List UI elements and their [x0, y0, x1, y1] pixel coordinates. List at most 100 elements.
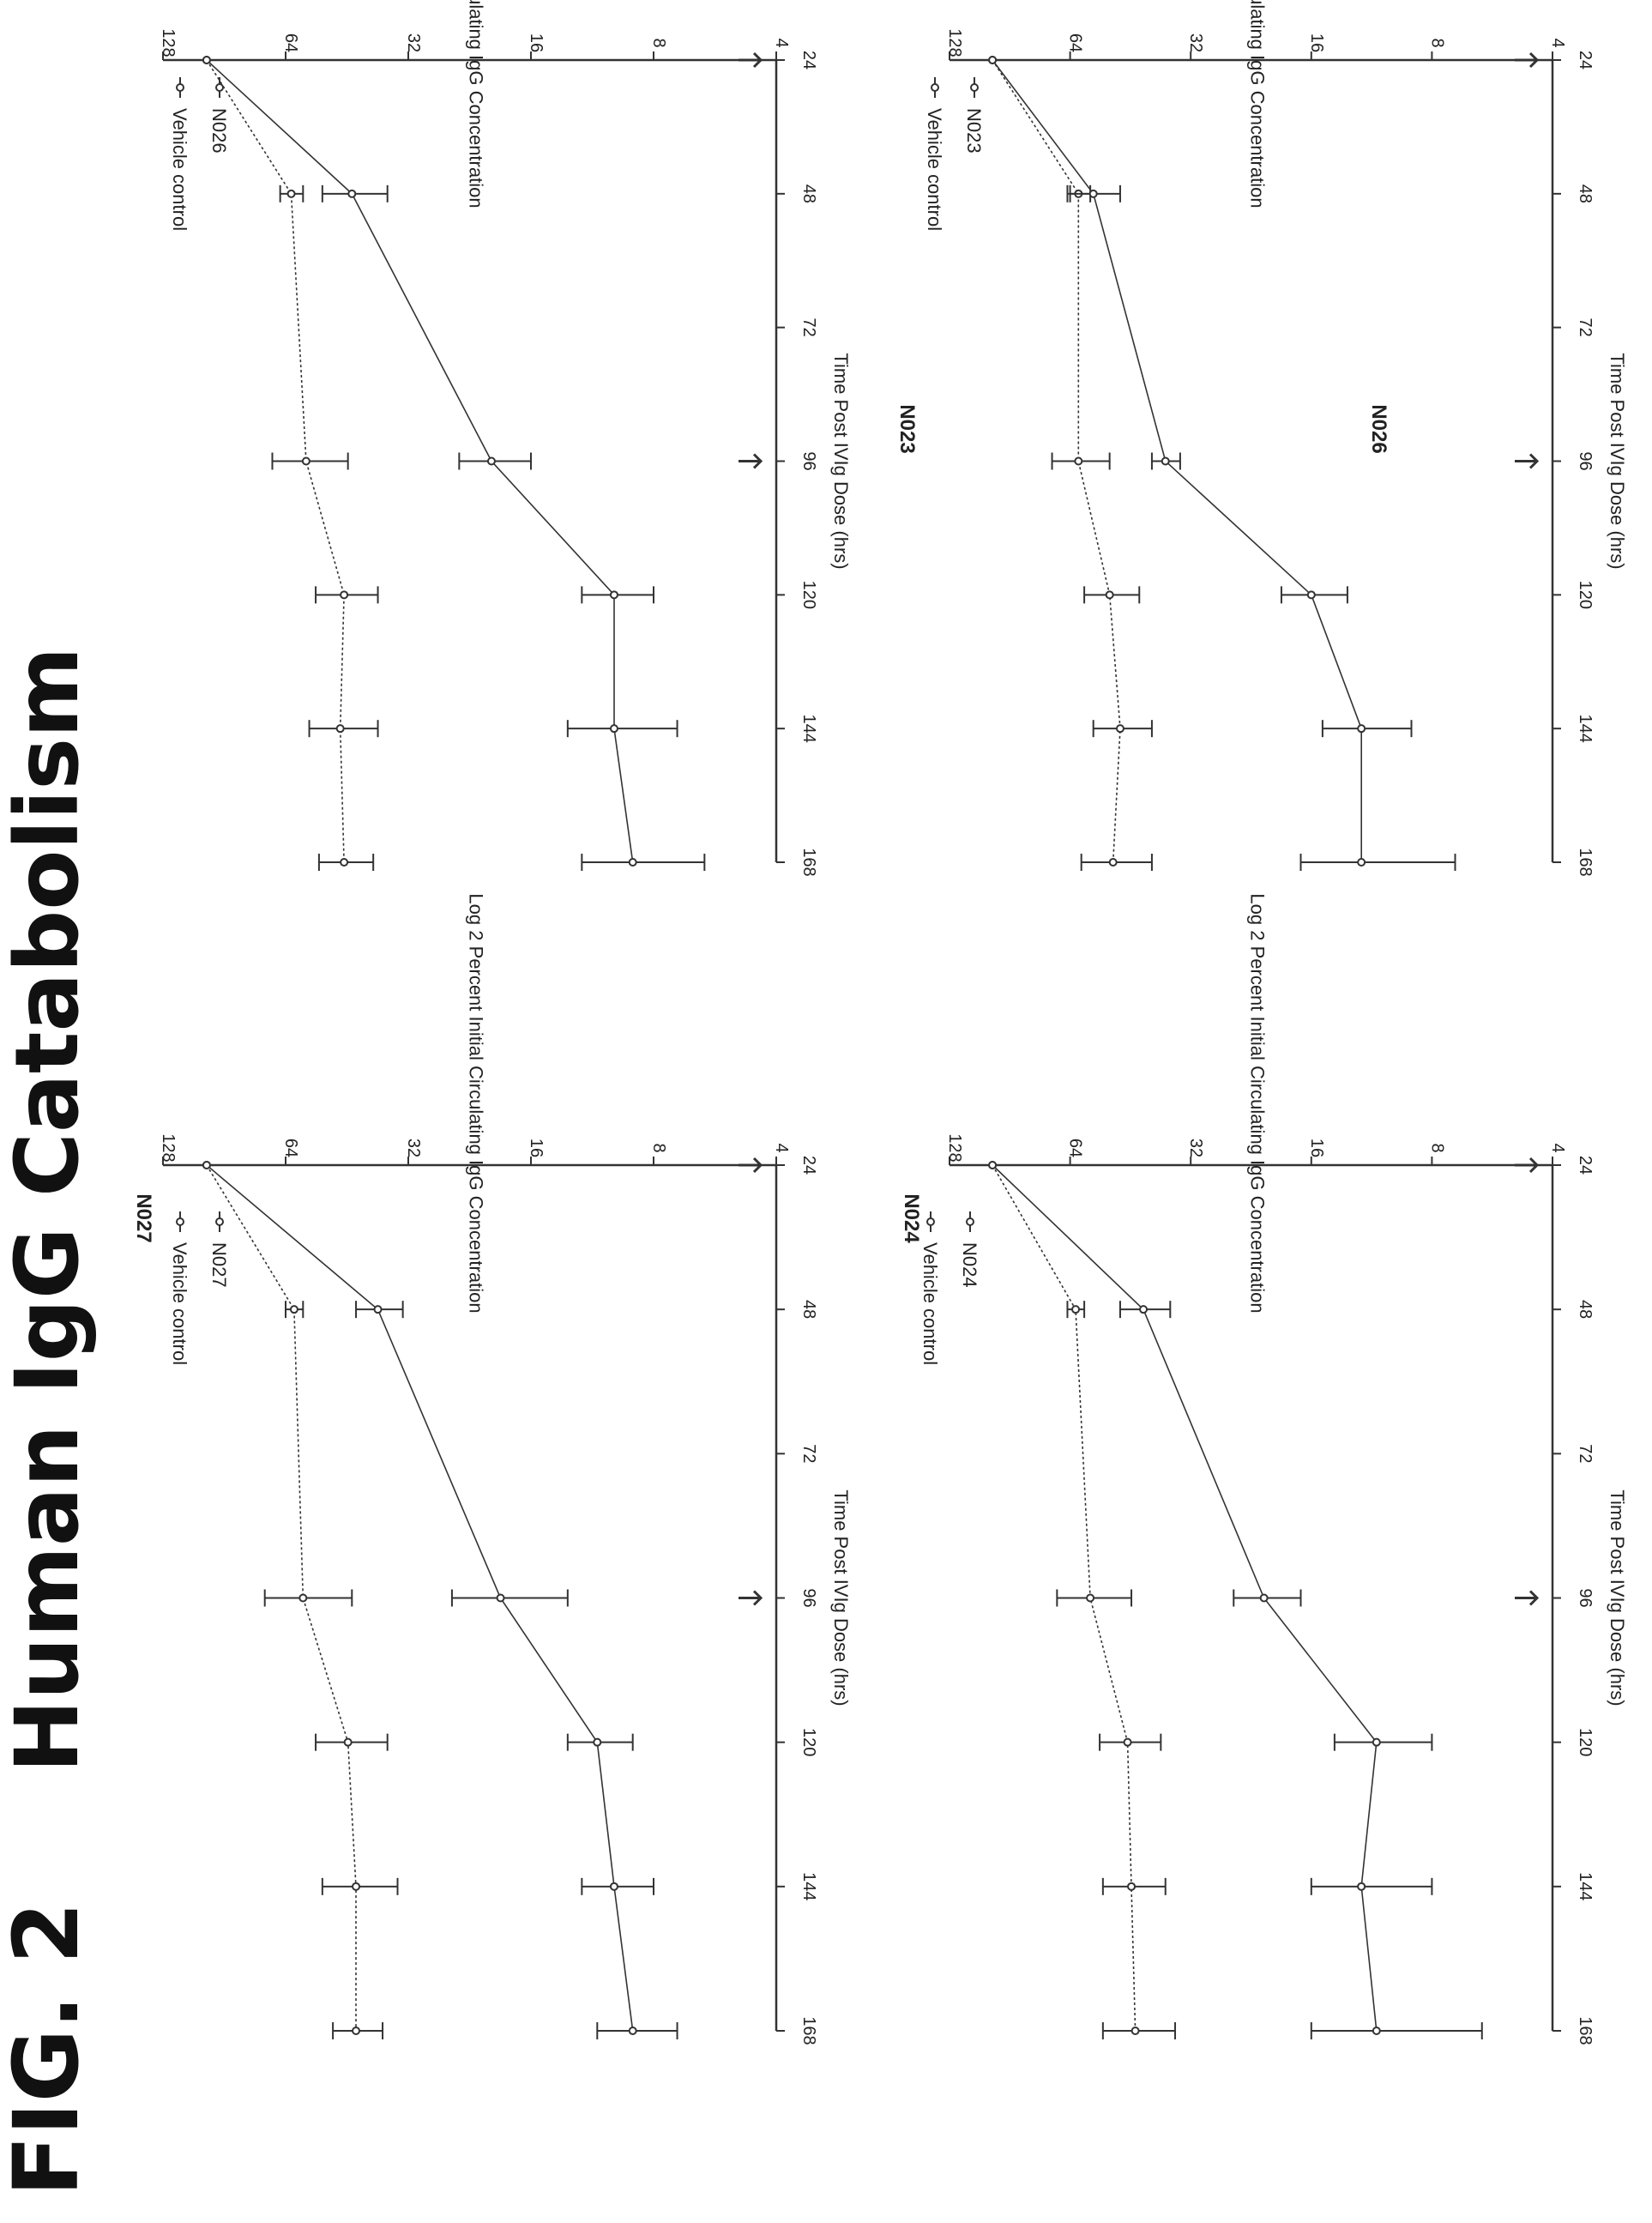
chart-title: N026	[1367, 404, 1390, 453]
dose-arrow	[739, 453, 763, 469]
x-tick-label: 24	[1576, 51, 1595, 69]
legend-entry: N026	[208, 108, 230, 154]
y-tick-label: 32	[404, 1139, 423, 1157]
chart-title: N024	[900, 1193, 923, 1243]
dose-arrow	[739, 1157, 763, 1174]
data-point	[628, 2027, 637, 2035]
data-point	[340, 590, 349, 600]
data-point	[373, 1305, 383, 1314]
data-point	[1115, 724, 1124, 734]
y-tick-label: 32	[1186, 33, 1205, 52]
series-treatment	[202, 1161, 678, 2039]
y-tick-label: 8	[649, 38, 668, 47]
dose-arrow	[739, 51, 763, 69]
dose-arrow	[1515, 1157, 1540, 1174]
y-tick-label: 64	[281, 33, 300, 52]
legend-entry: N023	[963, 108, 985, 154]
x-tick-label: 72	[1576, 1444, 1595, 1463]
y-tick-label: 128	[159, 1133, 178, 1162]
chart-title: N023	[895, 404, 919, 453]
x-tick-label: 168	[799, 2016, 818, 2045]
data-point	[202, 1161, 211, 1169]
data-point	[496, 1593, 505, 1603]
data-point	[352, 2027, 361, 2035]
series-line	[206, 59, 634, 863]
x-tick-label: 48	[799, 1300, 818, 1319]
data-point	[1357, 858, 1366, 867]
dose-arrow	[739, 1590, 763, 1606]
legend-marker	[970, 83, 979, 92]
x-tick-label: 144	[1576, 714, 1595, 742]
legend-marker	[926, 1217, 935, 1226]
data-point	[609, 724, 618, 734]
data-point	[352, 1882, 361, 1891]
series-line	[206, 1164, 634, 2032]
data-point	[1372, 1737, 1381, 1747]
series-vehicle	[202, 1161, 399, 2039]
y-tick-label: 128	[159, 28, 178, 57]
y-tick-label: 32	[404, 33, 423, 52]
data-point	[1357, 1882, 1366, 1891]
x-tick-label: 96	[1576, 451, 1595, 470]
x-tick-label: 72	[1576, 318, 1595, 337]
data-point	[609, 590, 618, 600]
x-tick-label: 168	[1576, 848, 1595, 876]
series-line	[992, 1164, 1137, 2032]
data-point	[202, 56, 211, 64]
legend-marker	[176, 83, 184, 92]
dose-arrow	[1515, 51, 1540, 69]
data-point	[1372, 2027, 1381, 2035]
series-vehicle	[988, 1161, 1177, 2039]
figure-label: FIG. 2	[0, 1902, 99, 2196]
legend-entry: Vehicle control	[924, 108, 945, 231]
series-line	[206, 59, 345, 863]
data-point	[1161, 456, 1170, 466]
series-treatment	[988, 1161, 1483, 2039]
x-axis-label: Time Post IVIg Dose (hrs)	[830, 353, 852, 569]
data-point	[1086, 1593, 1095, 1603]
y-tick-label: 4	[772, 38, 791, 47]
x-axis-label: Time Post IVIg Dose (hrs)	[830, 1489, 852, 1706]
x-tick-label: 24	[799, 51, 818, 69]
y-axis-label: Log 2 Percent Initial Circulating IgG Co…	[466, 893, 487, 1313]
x-tick-label: 120	[799, 581, 818, 609]
y-tick-label: 4	[772, 1143, 791, 1152]
data-point	[1357, 724, 1366, 734]
y-tick-label: 32	[1186, 1139, 1205, 1157]
legend-marker	[931, 83, 939, 92]
series-vehicle	[202, 56, 379, 871]
x-tick-label: 96	[1576, 1588, 1595, 1607]
legend-entry: Vehicle control	[169, 108, 190, 231]
y-tick-label: 8	[1427, 1143, 1446, 1152]
series-treatment	[202, 56, 706, 871]
series-line	[992, 59, 1362, 862]
data-point	[486, 456, 496, 466]
x-tick-label: 168	[1576, 2016, 1595, 2045]
data-point	[988, 56, 998, 64]
y-axis-label: Log 2 Percent Initial Circulating IgG Co…	[1247, 0, 1269, 208]
dose-arrow	[1515, 453, 1540, 469]
data-point	[340, 858, 349, 867]
x-tick-label: 120	[1576, 1728, 1595, 1756]
data-point	[286, 189, 296, 198]
y-tick-label: 64	[1066, 1139, 1085, 1157]
data-point	[1127, 1882, 1137, 1891]
y-tick-label: 4	[1548, 1143, 1567, 1152]
data-point	[1071, 1305, 1081, 1314]
x-tick-label: 72	[799, 318, 818, 337]
y-tick-label: 16	[1307, 1139, 1326, 1157]
legend-entry: N027	[208, 1242, 230, 1288]
x-tick-label: 72	[799, 1444, 818, 1463]
x-axis-label: Time Post IVIg Dose (hrs)	[1607, 1489, 1628, 1706]
series-treatment	[988, 56, 1456, 871]
x-tick-label: 48	[799, 184, 818, 203]
y-tick-label: 64	[1066, 33, 1085, 52]
data-point	[1123, 1737, 1132, 1747]
y-tick-label: 64	[281, 1139, 300, 1157]
data-point	[1130, 2027, 1140, 2035]
x-tick-label: 120	[1576, 581, 1595, 609]
